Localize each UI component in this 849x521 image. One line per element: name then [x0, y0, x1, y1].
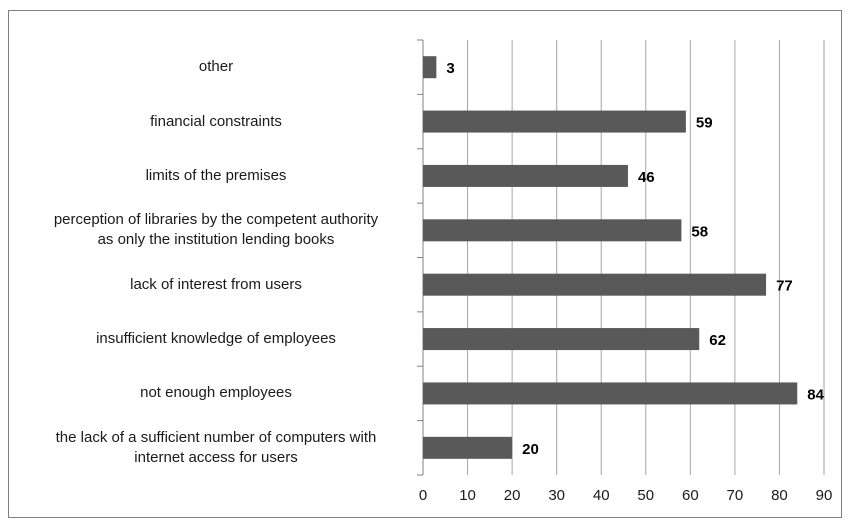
data-label: 59	[696, 115, 713, 132]
y-category-label-line: as only the institution lending books	[97, 231, 335, 249]
data-label: 58	[691, 223, 708, 240]
x-tick-label: 40	[593, 487, 610, 504]
x-tick-label: 50	[637, 487, 654, 504]
bar	[423, 56, 437, 79]
x-tick-label: 20	[504, 487, 521, 504]
chart-frame	[8, 10, 842, 518]
x-tick-label: 10	[459, 487, 476, 504]
x-tick-label: 70	[727, 487, 744, 504]
x-tick-label: 0	[419, 487, 427, 504]
bar	[423, 164, 628, 187]
y-category-label: lack of interest from users	[21, 275, 411, 295]
bar	[423, 219, 682, 242]
y-category-label-line: financial constraints	[150, 112, 282, 130]
x-tick-label: 90	[816, 487, 833, 504]
bar	[423, 328, 700, 351]
y-category-label-line: internet access for users	[134, 448, 298, 466]
y-category-label-line: perception of libraries by the competent…	[53, 211, 379, 229]
y-category-label-line: other	[198, 58, 234, 76]
data-label: 84	[807, 386, 824, 403]
bar	[423, 273, 767, 296]
data-label: 20	[522, 441, 539, 458]
data-label: 77	[776, 278, 793, 295]
x-tick-label: 80	[771, 487, 788, 504]
y-category-label: the lack of a sufficient number of compu…	[21, 428, 411, 468]
y-category-label-line: the lack of a sufficient number of compu…	[55, 428, 377, 446]
y-category-label-line: not enough employees	[140, 384, 292, 402]
bar	[423, 382, 798, 405]
x-tick-label: 60	[682, 487, 699, 504]
y-category-label-line: insufficient knowledge of employees	[96, 330, 336, 348]
x-tick-label: 30	[548, 487, 565, 504]
bar	[423, 110, 686, 133]
y-category-label: perception of libraries by the competent…	[21, 210, 411, 250]
y-category-label: financial constraints	[21, 112, 411, 132]
y-category-label-line: limits of the premises	[145, 166, 287, 184]
y-category-label-line: lack of interest from users	[130, 275, 302, 293]
data-label: 46	[638, 169, 655, 186]
y-category-label: limits of the premises	[21, 166, 411, 186]
bar	[423, 436, 513, 459]
y-category-label: insufficient knowledge of employees	[21, 329, 411, 349]
y-category-label: other	[21, 57, 411, 77]
data-label: 3	[446, 60, 454, 77]
y-category-label: not enough employees	[21, 383, 411, 403]
data-label: 62	[709, 332, 726, 349]
